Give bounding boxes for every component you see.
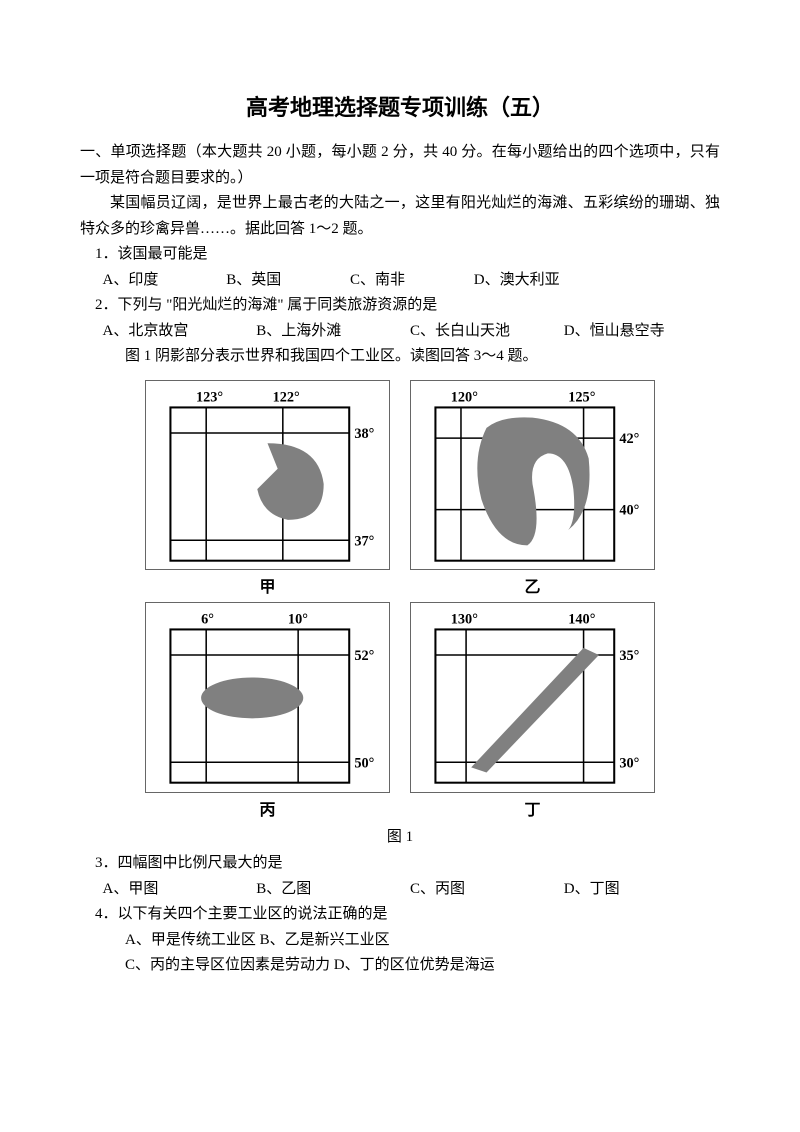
ding-lon-left: 130° (451, 612, 478, 628)
q2-options: A、北京故宫 B、上海外滩 C、长白山天池 D、恒山悬空寺 (80, 319, 720, 345)
ding-lat-top: 35° (619, 648, 639, 664)
bing-lon-left: 6° (201, 612, 214, 628)
section-header: 一、单项选择题（本大题共 20 小题，每小题 2 分，共 40 分。在每小题给出… (80, 140, 720, 191)
q2-stem: 2．下列与 "阳光灿烂的海滩" 属于同类旅游资源的是 (80, 293, 720, 319)
q2-opt-c: C、长白山天池 (410, 319, 560, 345)
q2-opt-d: D、恒山悬空寺 (564, 319, 665, 345)
map-jia-svg: 123° 122° 38° 37° (150, 387, 385, 566)
q3-opt-a: A、甲图 (103, 877, 253, 903)
map-yi-svg: 120° 125° 42° 40° (415, 387, 650, 566)
q1-opt-d: D、澳大利亚 (474, 268, 560, 294)
q1-opt-b: B、英国 (226, 268, 346, 294)
passage-2: 图 1 阴影部分表示世界和我国四个工业区。读图回答 3～4 题。 (80, 344, 720, 370)
yi-lat-bottom: 40° (619, 502, 639, 518)
map-bing-svg: 6° 10° 52° 50° (150, 609, 385, 788)
q3-opt-b: B、乙图 (256, 877, 406, 903)
ding-lat-bottom: 30° (619, 756, 639, 772)
q4-opt-c: C、丙的主导区位因素是劳动力 (125, 957, 330, 973)
q2-opt-b: B、上海外滩 (256, 319, 406, 345)
q1-options: A、印度 B、英国 C、南非 D、澳大利亚 (80, 268, 720, 294)
q1-opt-c: C、南非 (350, 268, 470, 294)
q4-stem: 4．以下有关四个主要工业区的说法正确的是 (80, 902, 720, 928)
bing-lon-right: 10° (288, 612, 308, 628)
q3-options: A、甲图 B、乙图 C、丙图 D、丁图 (80, 877, 720, 903)
q4-opt-a: A、甲是传统工业区 (125, 932, 256, 948)
jia-lon-left: 123° (196, 389, 223, 405)
jia-lat-bottom: 37° (354, 533, 374, 549)
jia-lon-right: 122° (273, 389, 300, 405)
q4-options-row2: C、丙的主导区位因素是劳动力 D、丁的区位优势是海运 (80, 953, 720, 979)
yi-lon-right: 125° (568, 389, 595, 405)
q3-opt-c: C、丙图 (410, 877, 560, 903)
bing-label: 丙 (145, 796, 390, 820)
yi-lat-top: 42° (619, 431, 639, 447)
yi-lon-left: 120° (451, 389, 478, 405)
q4-options-row1: A、甲是传统工业区 B、乙是新兴工业区 (80, 928, 720, 954)
ding-lon-right: 140° (568, 612, 595, 628)
passage-1: 某国幅员辽阔，是世界上最古老的大陆之一，这里有阳光灿烂的海滩、五彩缤纷的珊瑚、独… (80, 191, 720, 242)
figure-caption: 图 1 (145, 825, 655, 846)
bing-lat-top: 52° (354, 648, 374, 664)
q1-stem: 1．该国最可能是 (80, 242, 720, 268)
yi-label: 乙 (410, 573, 655, 597)
ding-label: 丁 (410, 796, 655, 820)
q4-opt-b: B、乙是新兴工业区 (260, 932, 390, 948)
map-ding: 130° 140° 35° 30° 丁 (410, 602, 655, 820)
q3-opt-d: D、丁图 (564, 877, 620, 903)
q1-opt-a: A、印度 (103, 268, 223, 294)
q3-stem: 3．四幅图中比例尺最大的是 (80, 851, 720, 877)
map-jia: 123° 122° 38° 37° 甲 (145, 380, 390, 598)
figure-1: 123° 122° 38° 37° 甲 120° 125° (145, 380, 655, 847)
page-title: 高考地理选择题专项训练（五） (80, 90, 720, 122)
map-ding-svg: 130° 140° 35° 30° (415, 609, 650, 788)
jia-lat-top: 38° (354, 426, 374, 442)
q2-opt-a: A、北京故宫 (103, 319, 253, 345)
map-bing: 6° 10° 52° 50° 丙 (145, 602, 390, 820)
map-yi: 120° 125° 42° 40° 乙 (410, 380, 655, 598)
jia-label: 甲 (145, 573, 390, 597)
bing-lat-bottom: 50° (354, 756, 374, 772)
q4-opt-d: D、丁的区位优势是海运 (334, 957, 495, 973)
